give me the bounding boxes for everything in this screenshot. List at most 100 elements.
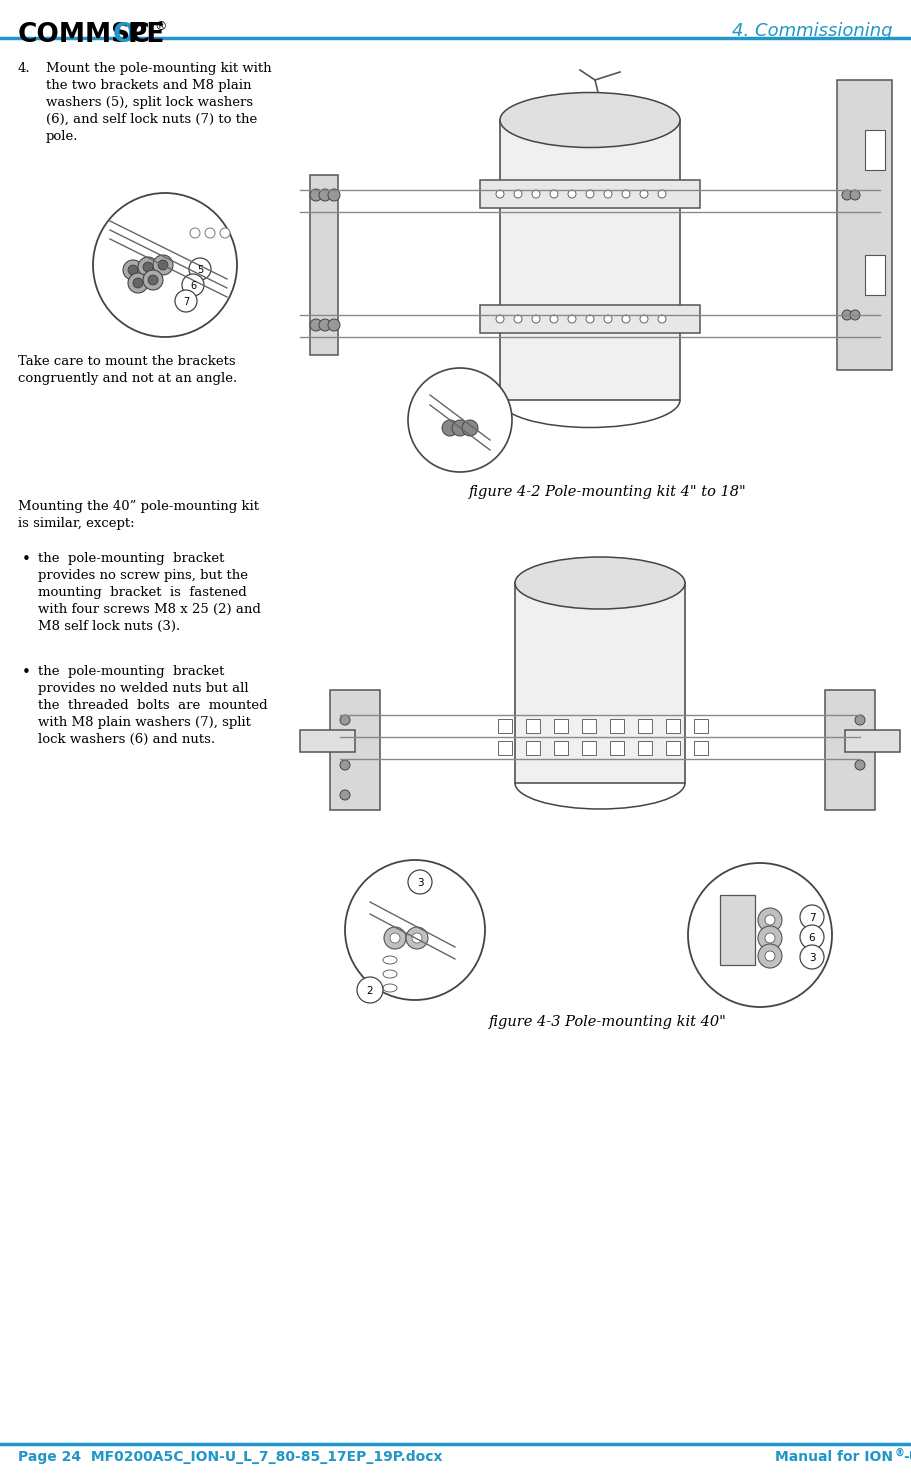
Bar	[837, 80, 892, 371]
Circle shape	[568, 190, 576, 199]
Circle shape	[855, 760, 865, 771]
Circle shape	[622, 190, 630, 199]
Circle shape	[586, 316, 594, 323]
Circle shape	[462, 419, 478, 436]
Circle shape	[855, 714, 865, 725]
Bar	[666, 719, 680, 734]
Bar	[694, 719, 708, 734]
Circle shape	[328, 319, 340, 330]
Circle shape	[758, 944, 782, 968]
Circle shape	[532, 316, 540, 323]
Circle shape	[765, 951, 775, 960]
Ellipse shape	[515, 557, 685, 609]
Bar	[498, 719, 512, 734]
Bar	[515, 582, 685, 782]
Circle shape	[340, 714, 350, 725]
Bar	[300, 731, 355, 751]
Bar	[480, 179, 700, 207]
Bar	[865, 130, 885, 170]
Circle shape	[128, 265, 138, 276]
Text: 3: 3	[416, 877, 424, 888]
Text: provides no screw pins, but the: provides no screw pins, but the	[38, 569, 248, 582]
Bar	[498, 741, 512, 754]
Text: the  pole-mounting  bracket: the pole-mounting bracket	[38, 665, 224, 677]
Text: provides no welded nuts but all: provides no welded nuts but all	[38, 682, 249, 695]
Circle shape	[182, 274, 204, 296]
Circle shape	[842, 310, 852, 320]
Circle shape	[658, 190, 666, 199]
Circle shape	[842, 190, 852, 200]
Circle shape	[496, 316, 504, 323]
Text: Mounting the 40” pole-mounting kit: Mounting the 40” pole-mounting kit	[18, 499, 259, 513]
Circle shape	[340, 790, 350, 800]
Circle shape	[189, 258, 211, 280]
Bar	[330, 691, 380, 811]
Text: 4. Commissioning: 4. Commissioning	[732, 22, 893, 40]
Circle shape	[622, 316, 630, 323]
Circle shape	[640, 316, 648, 323]
Bar	[825, 691, 875, 811]
Circle shape	[452, 419, 468, 436]
Text: the  threaded  bolts  are  mounted: the threaded bolts are mounted	[38, 700, 268, 711]
Bar	[554, 719, 568, 734]
Circle shape	[800, 946, 824, 969]
Text: 7: 7	[809, 913, 815, 923]
Bar	[720, 895, 755, 965]
Circle shape	[148, 276, 158, 285]
Circle shape	[408, 368, 512, 471]
Bar	[610, 719, 624, 734]
Text: Take care to mount the brackets: Take care to mount the brackets	[18, 356, 236, 368]
Bar	[638, 741, 652, 754]
Bar	[526, 741, 540, 754]
Text: Page 24  MF0200A5C_ION-U_L_7_80-85_17EP_19P.docx: Page 24 MF0200A5C_ION-U_L_7_80-85_17EP_1…	[18, 1449, 443, 1464]
Bar	[694, 741, 708, 754]
Circle shape	[658, 316, 666, 323]
Circle shape	[408, 870, 432, 894]
Circle shape	[384, 928, 406, 948]
Circle shape	[220, 228, 230, 239]
Circle shape	[758, 926, 782, 950]
Circle shape	[765, 914, 775, 925]
Bar	[582, 719, 596, 734]
Text: figure 4-3 Pole-mounting kit 40": figure 4-3 Pole-mounting kit 40"	[489, 1015, 727, 1029]
Text: 6: 6	[189, 282, 196, 290]
Bar	[554, 741, 568, 754]
Circle shape	[357, 977, 383, 1003]
Circle shape	[128, 273, 148, 293]
Circle shape	[800, 906, 824, 929]
Text: -U: -U	[903, 1449, 911, 1464]
Circle shape	[514, 316, 522, 323]
Text: Mount the pole-mounting kit with: Mount the pole-mounting kit with	[46, 62, 271, 76]
Circle shape	[340, 760, 350, 771]
Circle shape	[568, 316, 576, 323]
Text: mounting  bracket  is  fastened: mounting bracket is fastened	[38, 585, 247, 599]
Circle shape	[319, 319, 331, 330]
Circle shape	[850, 310, 860, 320]
Circle shape	[800, 925, 824, 948]
Circle shape	[205, 228, 215, 239]
Text: O: O	[113, 22, 136, 47]
Text: ®: ®	[895, 1448, 905, 1458]
Circle shape	[153, 255, 173, 276]
Bar	[500, 120, 680, 400]
Circle shape	[550, 190, 558, 199]
Text: 3: 3	[809, 953, 815, 963]
Circle shape	[442, 419, 458, 436]
Text: Manual for ION: Manual for ION	[775, 1449, 893, 1464]
Circle shape	[319, 190, 331, 202]
Text: (6), and self lock nuts (7) to the: (6), and self lock nuts (7) to the	[46, 113, 257, 126]
Circle shape	[190, 228, 200, 239]
Ellipse shape	[383, 984, 397, 991]
Circle shape	[143, 262, 153, 273]
Text: 4.: 4.	[18, 62, 31, 76]
Circle shape	[310, 190, 322, 202]
Circle shape	[175, 290, 197, 313]
Text: congruently and not at an angle.: congruently and not at an angle.	[18, 372, 237, 385]
Circle shape	[688, 863, 832, 1006]
Circle shape	[586, 190, 594, 199]
Circle shape	[123, 259, 143, 280]
Circle shape	[158, 259, 168, 270]
Circle shape	[850, 190, 860, 200]
Ellipse shape	[383, 956, 397, 963]
Text: PE: PE	[128, 22, 166, 47]
